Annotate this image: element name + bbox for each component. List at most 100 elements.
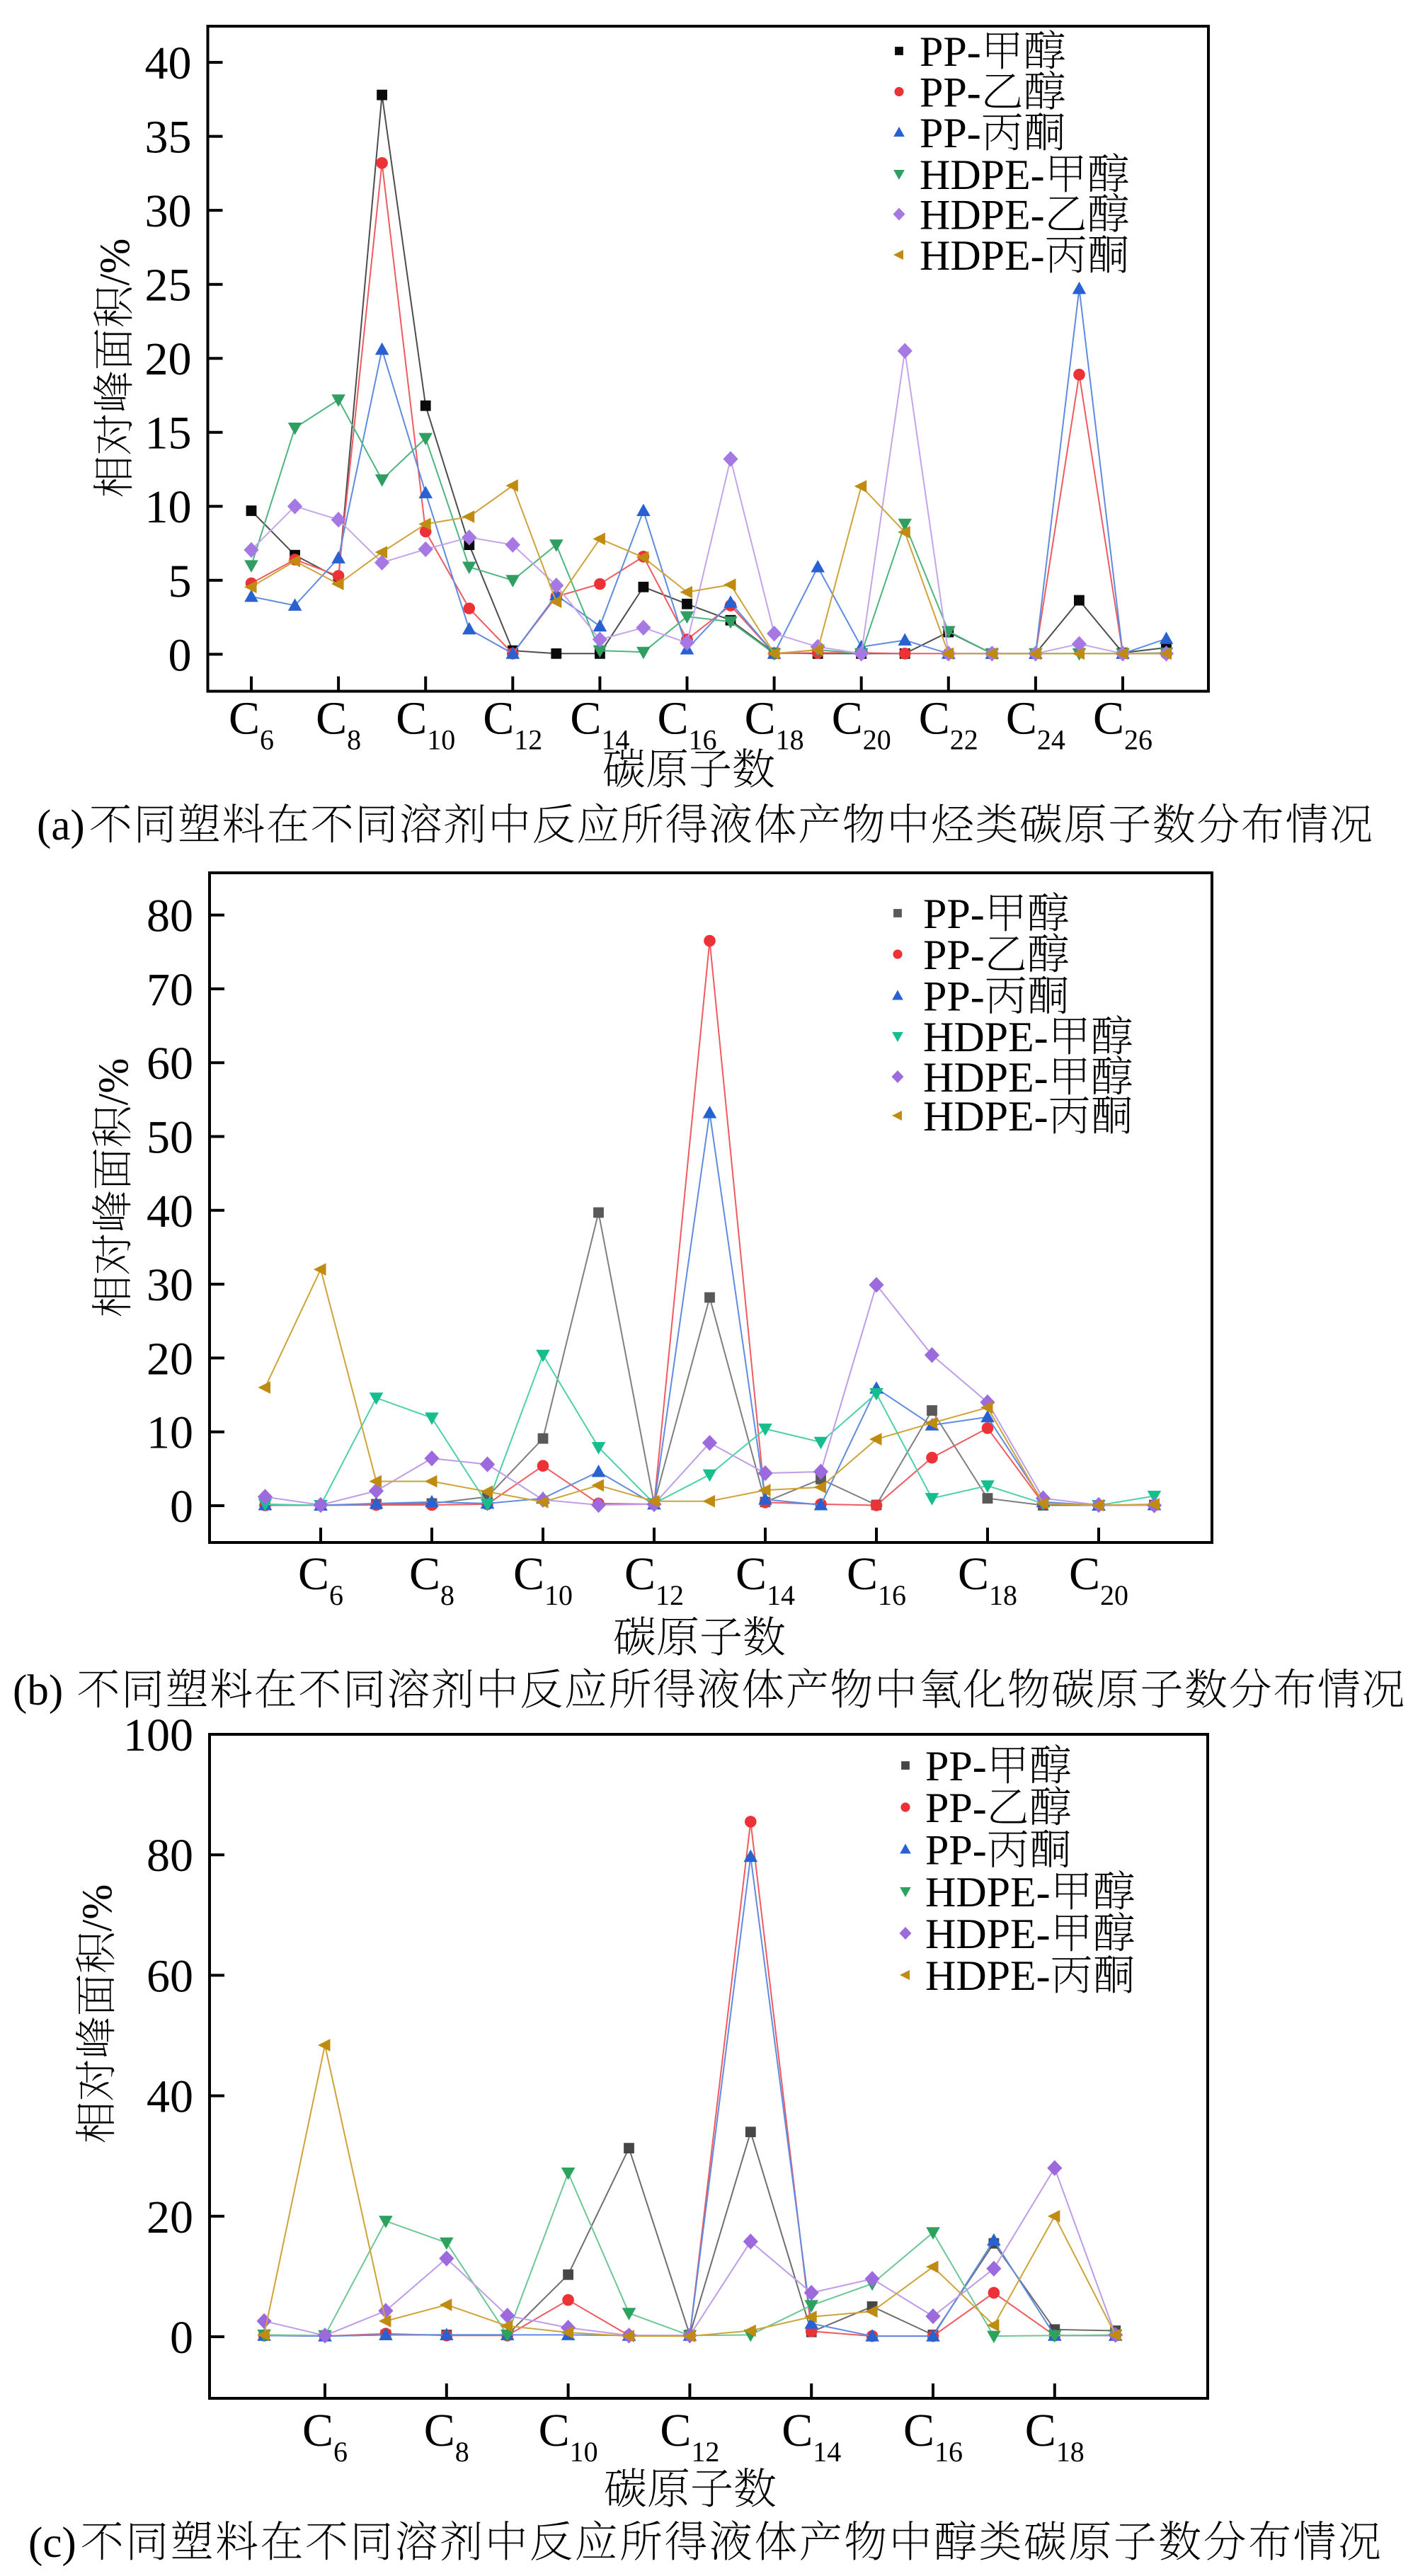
svg-text:C: C <box>1006 693 1037 745</box>
svg-text:26: 26 <box>1124 724 1152 756</box>
svg-text:6: 6 <box>260 724 274 756</box>
svg-text:25: 25 <box>145 260 192 311</box>
svg-text:C: C <box>424 2405 455 2456</box>
svg-text:60: 60 <box>147 1038 193 1089</box>
svg-text:14: 14 <box>601 724 629 756</box>
svg-text:/%: /% <box>91 239 138 286</box>
svg-text:C: C <box>832 693 863 745</box>
svg-text:10: 10 <box>544 1579 573 1611</box>
svg-text:12: 12 <box>691 2436 719 2468</box>
svg-text:(a): (a) <box>37 802 85 849</box>
svg-text:HDPE-: HDPE- <box>920 192 1045 239</box>
svg-text:C: C <box>745 693 776 745</box>
svg-text:18: 18 <box>1056 2436 1085 2468</box>
svg-text:20: 20 <box>145 333 192 385</box>
svg-text:HDPE-: HDPE- <box>925 1952 1051 1999</box>
svg-text:0: 0 <box>168 629 192 681</box>
svg-text:24: 24 <box>1037 724 1065 756</box>
svg-text:8: 8 <box>347 724 361 756</box>
svg-text:0: 0 <box>170 1481 193 1533</box>
svg-text:16: 16 <box>934 2436 963 2468</box>
svg-text:C: C <box>539 2405 570 2456</box>
svg-text:C: C <box>903 2405 934 2456</box>
svg-text:20: 20 <box>147 2192 193 2243</box>
svg-text:PP-: PP- <box>920 28 981 75</box>
svg-text:PP-: PP- <box>923 891 985 937</box>
svg-text:HDPE-: HDPE- <box>925 1869 1051 1916</box>
svg-text:8: 8 <box>455 2436 469 2468</box>
svg-text:C: C <box>316 693 347 745</box>
svg-text:C: C <box>736 1548 767 1600</box>
svg-text:14: 14 <box>813 2436 841 2468</box>
svg-text:14: 14 <box>767 1579 795 1611</box>
svg-text:6: 6 <box>333 2436 348 2468</box>
svg-text:10: 10 <box>427 724 455 756</box>
svg-text:PP-: PP- <box>923 973 985 1020</box>
svg-text:0: 0 <box>170 2312 193 2364</box>
svg-text:C: C <box>660 2405 691 2456</box>
svg-text:40: 40 <box>147 1186 193 1237</box>
svg-text:40: 40 <box>147 2071 193 2123</box>
svg-text:16: 16 <box>878 1579 906 1611</box>
svg-text:PP-: PP- <box>923 932 985 978</box>
svg-text:20: 20 <box>863 724 891 756</box>
svg-text:50: 50 <box>147 1112 193 1164</box>
svg-text:C: C <box>513 1548 544 1600</box>
svg-text:C: C <box>229 693 260 745</box>
svg-text:HDPE-: HDPE- <box>925 1911 1051 1957</box>
svg-text:30: 30 <box>147 1259 193 1311</box>
svg-text:8: 8 <box>440 1579 454 1611</box>
svg-text:HDPE-: HDPE- <box>923 1054 1048 1101</box>
svg-text:30: 30 <box>145 185 192 237</box>
svg-text:PP-: PP- <box>925 1785 987 1831</box>
svg-text:15: 15 <box>145 408 192 459</box>
svg-text:12: 12 <box>656 1579 684 1611</box>
svg-text:/%: /% <box>90 1058 137 1106</box>
svg-text:5: 5 <box>168 556 192 607</box>
svg-text:C: C <box>302 2405 333 2456</box>
svg-text:HDPE-: HDPE- <box>923 1014 1048 1060</box>
svg-text:/%: /% <box>74 1884 120 1932</box>
svg-text:(c): (c) <box>28 2519 76 2567</box>
svg-text:18: 18 <box>989 1579 1017 1611</box>
svg-text:C: C <box>409 1548 440 1600</box>
svg-text:10: 10 <box>145 481 192 533</box>
svg-text:PP-: PP- <box>925 1743 987 1790</box>
svg-text:C: C <box>396 693 427 745</box>
svg-text:PP-: PP- <box>920 69 981 116</box>
svg-text:10: 10 <box>147 1407 193 1459</box>
svg-text:35: 35 <box>145 112 192 164</box>
svg-text:C: C <box>483 693 514 745</box>
svg-text:100: 100 <box>123 1710 193 1761</box>
svg-text:20: 20 <box>1100 1579 1128 1611</box>
svg-text:PP-: PP- <box>920 110 981 156</box>
svg-text:70: 70 <box>147 964 193 1016</box>
svg-text:C: C <box>958 1548 989 1600</box>
svg-text:80: 80 <box>147 891 193 942</box>
svg-text:C: C <box>570 693 601 745</box>
svg-text:C: C <box>624 1548 656 1600</box>
svg-text:C: C <box>782 2405 813 2456</box>
svg-text:80: 80 <box>147 1830 193 1882</box>
svg-text:C: C <box>298 1548 329 1600</box>
svg-text:PP-: PP- <box>925 1827 987 1874</box>
svg-text:C: C <box>1025 2405 1056 2456</box>
svg-text:12: 12 <box>514 724 542 756</box>
svg-text:20: 20 <box>147 1333 193 1385</box>
svg-text:C: C <box>658 693 689 745</box>
svg-text:40: 40 <box>145 38 192 89</box>
svg-text:60: 60 <box>147 1950 193 2002</box>
svg-text:HDPE-: HDPE- <box>923 1093 1048 1140</box>
svg-text:HDPE-: HDPE- <box>920 151 1045 198</box>
svg-text:6: 6 <box>329 1579 343 1611</box>
svg-text:(b): (b) <box>13 1667 63 1715</box>
svg-text:C: C <box>1069 1548 1100 1600</box>
svg-text:22: 22 <box>950 724 978 756</box>
svg-text:10: 10 <box>570 2436 598 2468</box>
svg-text:C: C <box>1093 693 1124 745</box>
svg-text:16: 16 <box>689 724 717 756</box>
svg-text:18: 18 <box>776 724 804 756</box>
svg-text:HDPE-: HDPE- <box>920 232 1045 279</box>
svg-text:C: C <box>919 693 950 745</box>
svg-text:C: C <box>847 1548 878 1600</box>
